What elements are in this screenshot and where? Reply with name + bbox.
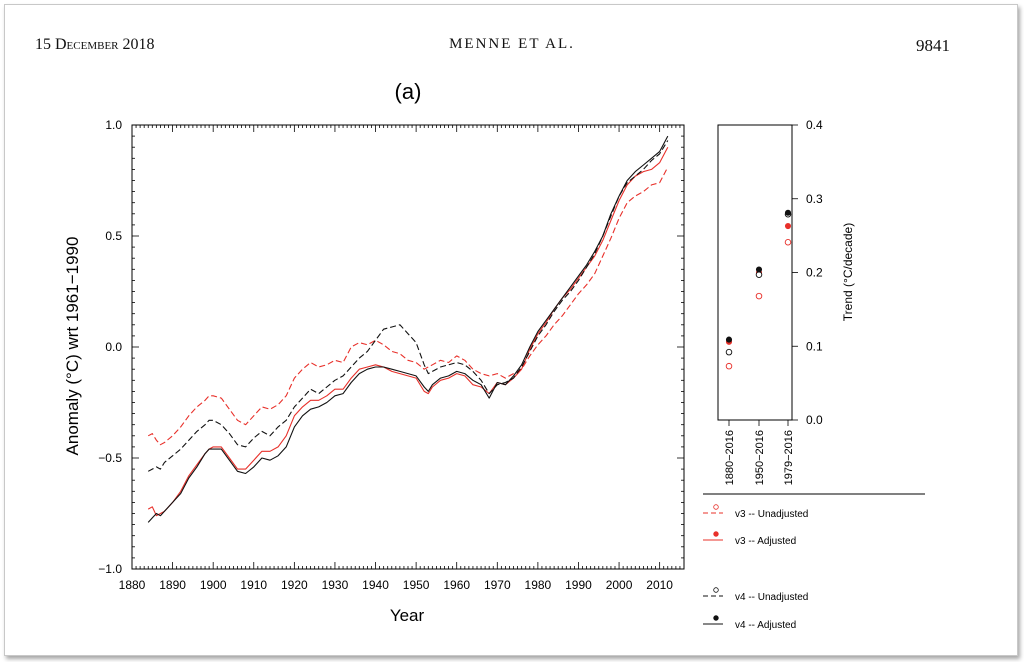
x-tick-label: 1940	[362, 578, 389, 592]
legend-marker-1	[713, 531, 719, 537]
trend-points	[725, 209, 792, 370]
x-tick-label: 1930	[322, 578, 349, 592]
trend-plot-frame	[717, 124, 793, 421]
legend-marker-0	[713, 504, 719, 510]
legend-marker-3	[713, 615, 719, 621]
legend-marker-2	[713, 587, 719, 593]
x-tick-label: 1980	[525, 578, 552, 592]
series-line-0	[147, 166, 669, 446]
y-axis-label: Anomaly (°C) wrt 1961−1990	[63, 237, 82, 456]
x-tick-label: 1900	[200, 578, 227, 592]
legend-label-1: v3 -- Adjusted	[735, 536, 796, 547]
legend-label-2: v4 -- Unadjusted	[735, 592, 808, 603]
trend-scatter-chart: 0.0 0.1 0.2 0.3 0.4 1880−2016 1950−2016 1979−20…	[717, 118, 855, 485]
trend-point-2-1	[755, 271, 763, 278]
series-line-3	[147, 135, 669, 523]
main-axis-ticks: 1880 1890 1900 1910 1920 1930 1940 1950 1960 1970…	[98, 118, 685, 592]
main-line-chart: (a) 1880 1890 1900 1910 1920 1930 1940 1950 1960…	[63, 79, 685, 625]
legend-label-3: v4 -- Adjusted	[735, 620, 796, 631]
x-tick-label: 1950	[403, 578, 430, 592]
trend-axis-ticks: 0.0 0.1 0.2 0.3 0.4 1880−2016 1950−2016 1979−20…	[724, 118, 823, 485]
header-date: 15 December 2018	[35, 36, 155, 53]
series-line-1	[147, 146, 669, 517]
trend-point-3-2	[784, 209, 792, 216]
header-page-number: 9841	[916, 36, 950, 55]
trend-category-label: 1979−2016	[783, 430, 795, 485]
trend-point-0-1	[755, 292, 763, 300]
x-tick-label: 2010	[646, 578, 673, 592]
x-tick-label: 1910	[240, 578, 267, 592]
trend-axis-label: Trend (°C/decade)	[841, 223, 855, 321]
x-tick-label: 1990	[565, 578, 592, 592]
panel-label: (a)	[395, 79, 422, 104]
main-series-lines	[147, 135, 669, 523]
y-tick-label: 1.0	[105, 118, 122, 132]
trend-category-label: 1880−2016	[724, 430, 736, 485]
series-line-2	[147, 140, 669, 472]
page-frame	[4, 4, 1018, 656]
y-tick-label: −0.5	[98, 451, 122, 465]
legend-label-0: v3 -- Unadjusted	[735, 509, 808, 520]
trend-y-tick-label: 0.3	[806, 192, 823, 206]
x-tick-label: 1920	[281, 578, 308, 592]
x-tick-label: 1970	[484, 578, 511, 592]
trend-y-tick-label: 0.4	[806, 118, 823, 132]
trend-y-tick-label: 0.1	[806, 339, 823, 353]
x-tick-label: 1960	[443, 578, 470, 592]
trend-point-2-0	[725, 348, 733, 356]
trend-y-tick-label: 0.2	[806, 266, 823, 280]
y-tick-label: 0.5	[105, 229, 122, 243]
main-plot-frame	[131, 124, 685, 570]
x-tick-label: 1890	[159, 578, 186, 592]
y-tick-label: 0.0	[105, 340, 122, 354]
x-axis-label: Year	[390, 606, 425, 625]
trend-y-tick-label: 0.0	[806, 413, 823, 427]
trend-point-1-2	[784, 222, 792, 230]
trend-category-label: 1950−2016	[754, 430, 766, 485]
header-authors: MENNE ET AL.	[449, 36, 575, 52]
trend-point-0-2	[784, 239, 792, 246]
legend: v3 -- Unadjusted v3 -- Adjusted v4 -- Unad…	[703, 504, 808, 631]
x-tick-label: 2000	[606, 578, 633, 592]
x-tick-label: 1880	[119, 578, 146, 592]
trend-point-3-0	[725, 336, 733, 343]
y-tick-label: −1.0	[98, 562, 122, 576]
trend-point-0-0	[725, 362, 733, 370]
trend-point-3-1	[755, 266, 763, 273]
